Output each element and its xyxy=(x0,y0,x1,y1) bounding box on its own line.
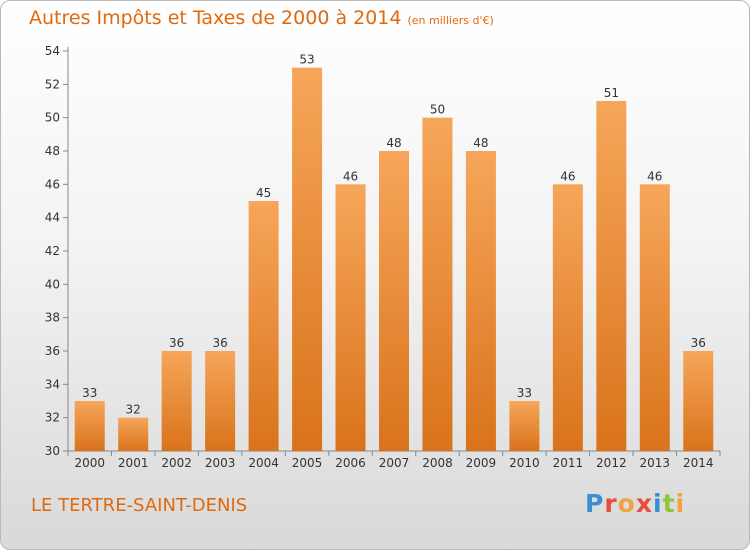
bar-2009 xyxy=(465,151,496,451)
x-tick-label: 2000 xyxy=(74,456,105,470)
y-tick-label: 48 xyxy=(45,144,60,158)
y-tick-label: 40 xyxy=(45,277,60,291)
bar-2011 xyxy=(552,184,583,452)
logo-letter: i xyxy=(653,489,663,518)
data-label: 51 xyxy=(604,86,619,100)
data-label: 32 xyxy=(126,403,141,417)
x-tick-label: 2001 xyxy=(118,456,149,470)
logo-letter: P xyxy=(585,489,605,518)
place-name: LE TERTRE-SAINT-DENIS xyxy=(31,495,248,516)
data-label: 33 xyxy=(82,386,97,400)
logo-letter: i xyxy=(675,489,686,518)
x-tick-label: 2013 xyxy=(640,456,671,470)
y-tick-label: 32 xyxy=(45,411,60,425)
data-label: 45 xyxy=(256,186,271,200)
bar-2008 xyxy=(422,117,453,452)
chart-unit-label: (en milliers d'€) xyxy=(407,14,494,27)
x-tick-label: 2008 xyxy=(422,456,453,470)
y-tick-label: 34 xyxy=(45,377,60,391)
data-label: 46 xyxy=(343,169,358,183)
bar-2005 xyxy=(292,67,323,452)
y-tick-label: 36 xyxy=(45,344,60,358)
data-label: 48 xyxy=(386,136,401,150)
bar-2003 xyxy=(205,351,236,451)
logo-letter: t xyxy=(662,489,676,518)
x-tick-label: 2011 xyxy=(553,456,584,470)
bar-2007 xyxy=(379,151,409,451)
y-tick-label: 52 xyxy=(45,77,60,91)
data-label: 53 xyxy=(299,53,314,67)
data-label: 46 xyxy=(647,169,662,183)
logo-letter: x xyxy=(635,489,653,518)
data-label: 36 xyxy=(212,336,227,350)
bar-2001 xyxy=(118,417,149,451)
data-label: 48 xyxy=(473,136,488,150)
bar-2012 xyxy=(596,101,627,451)
bar-2000 xyxy=(74,401,105,451)
y-tick-label: 30 xyxy=(45,444,60,458)
logo-letter: r xyxy=(604,489,618,518)
chart-bars xyxy=(74,67,714,452)
x-tick-label: 2007 xyxy=(379,456,410,470)
x-tick-label: 2003 xyxy=(205,456,236,470)
x-tick-label: 2006 xyxy=(335,456,366,470)
y-tick-label: 50 xyxy=(45,111,60,125)
x-tick-label: 2010 xyxy=(509,456,540,470)
y-tick-label: 44 xyxy=(45,211,60,225)
x-tick-label: 2012 xyxy=(596,456,627,470)
bar-2004 xyxy=(248,201,279,451)
bar-2002 xyxy=(161,351,192,451)
chart-labels: 2000 33 2001 32 2002 36 2003 36 2004 45 2005 53 2006… xyxy=(74,53,713,470)
data-label: 36 xyxy=(691,336,706,350)
x-tick-label: 2009 xyxy=(466,456,497,470)
data-label: 33 xyxy=(517,386,532,400)
chart-title-text: Autres Impôts et Taxes de 2000 à 2014 xyxy=(29,7,402,29)
x-tick-label: 2002 xyxy=(161,456,192,470)
bar-2006 xyxy=(335,184,366,452)
data-label: 36 xyxy=(169,336,184,350)
x-tick-label: 2005 xyxy=(292,456,323,470)
y-tick-label: 42 xyxy=(45,244,60,258)
bar-2013 xyxy=(639,184,670,452)
data-label: 46 xyxy=(560,169,575,183)
chart-title: Autres Impôts et Taxes de 2000 à 2014 (en… xyxy=(29,7,494,29)
bar-2010 xyxy=(509,401,540,451)
y-tick-label: 54 xyxy=(45,44,60,58)
logo-letter: o xyxy=(617,489,636,518)
x-tick-label: 2014 xyxy=(683,456,714,470)
bar-2014 xyxy=(683,351,714,451)
y-tick-label: 38 xyxy=(45,311,60,325)
x-tick-label: 2004 xyxy=(248,456,279,470)
data-label: 50 xyxy=(430,103,445,117)
proxiti-logo: Proxiti xyxy=(585,489,685,518)
y-tick-label: 46 xyxy=(45,177,60,191)
